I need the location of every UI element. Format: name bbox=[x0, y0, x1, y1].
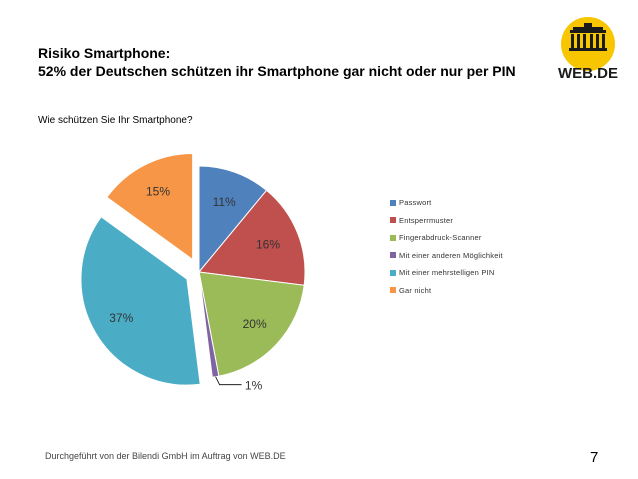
legend-swatch bbox=[390, 234, 396, 241]
legend-swatch bbox=[390, 269, 396, 276]
legend-swatch bbox=[390, 217, 396, 224]
legend-item: Entsperrmuster bbox=[390, 212, 503, 230]
data-label: 37% bbox=[109, 311, 133, 325]
pie-slice-mit-einer-anderen-möglichkeit bbox=[198, 271, 220, 378]
legend-item: Gar nicht bbox=[390, 282, 503, 300]
legend-item: Passwort bbox=[390, 194, 503, 212]
chart-legend: Passwort Entsperrmuster Fingerabdruck-Scan… bbox=[390, 194, 503, 299]
pie-slice-passwort bbox=[198, 165, 268, 274]
legend-label: Gar nicht bbox=[399, 285, 432, 295]
legend-swatch bbox=[390, 252, 396, 259]
legend-item: Mit einer anderen Möglichkeit bbox=[390, 247, 503, 265]
page-title: Risiko Smartphone: 52% der Deutschen sch… bbox=[38, 44, 516, 80]
data-label: 15% bbox=[146, 185, 170, 199]
title-line-2: 52% der Deutschen schützen ihr Smartphon… bbox=[38, 63, 516, 79]
legend-label: Mit einer mehrstelligen PIN bbox=[399, 268, 495, 278]
page-number: 7 bbox=[590, 449, 599, 466]
legend-item: Mit einer mehrstelligen PIN bbox=[390, 264, 503, 282]
legend-label: Passwort bbox=[399, 198, 432, 208]
chart-question: Wie schützen Sie Ihr Smartphone? bbox=[38, 115, 193, 126]
pie-slice-gar-nicht bbox=[106, 153, 194, 261]
title-line-1: Risiko Smartphone: bbox=[38, 45, 171, 61]
legend-label: Mit einer anderen Möglichkeit bbox=[399, 250, 503, 260]
brandenburg-gate-icon bbox=[569, 23, 607, 51]
pie-slice-mit-einer-mehrstelligen-pin bbox=[80, 216, 201, 386]
legend-label: Fingerabdruck-Scanner bbox=[399, 233, 482, 243]
data-label: 1% bbox=[245, 379, 263, 393]
pie-slice-fingerabdruck-scanner bbox=[198, 271, 305, 377]
legend-swatch bbox=[390, 287, 396, 294]
legend-swatch bbox=[390, 199, 396, 206]
data-label: 11% bbox=[213, 195, 236, 209]
data-label: 20% bbox=[243, 317, 267, 331]
pie-slice-entsperrmuster bbox=[198, 189, 306, 286]
legend-item: Fingerabdruck-Scanner bbox=[390, 229, 503, 247]
webde-logo: WEB.DE bbox=[558, 17, 618, 82]
logo-text: WEB.DE bbox=[558, 65, 618, 82]
leader-line bbox=[215, 376, 242, 386]
data-label: 16% bbox=[256, 238, 280, 252]
footer-note: Durchgeführt von der Bilendi GmbH im Auf… bbox=[45, 451, 286, 461]
legend-label: Entsperrmuster bbox=[399, 215, 454, 225]
